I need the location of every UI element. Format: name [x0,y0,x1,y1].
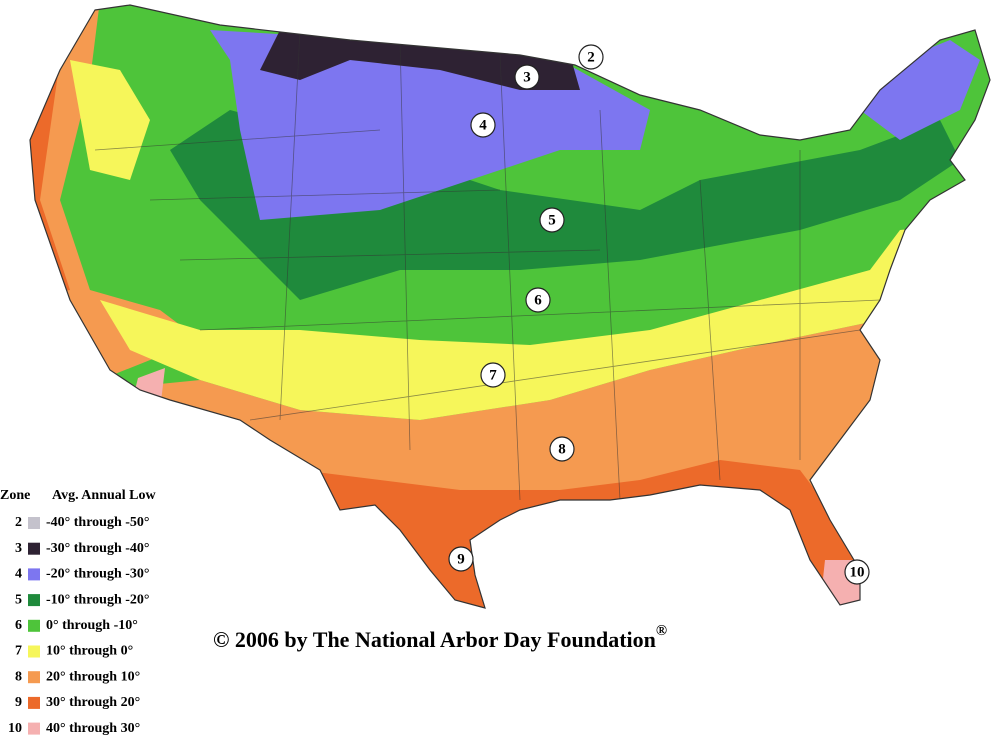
legend-range: -30° through -40° [46,541,150,556]
legend-swatch [28,568,40,581]
legend-range: 30° through 20° [46,695,140,710]
legend-zone: 5 [15,592,22,607]
legend-zone: 3 [15,541,22,556]
zone-marker [480,362,506,388]
legend-swatch [28,542,40,555]
legend: Zone Avg. Annual Low 2 -40° through -50° 3… [0,488,156,736]
legend-zone: 9 [15,695,22,710]
zone-marker [448,546,474,572]
legend-swatch [28,594,40,607]
copyright: © 2006 by The National Arbor Day Foundat… [213,623,667,652]
legend-swatch [28,645,40,658]
zone-label: 2 [587,49,595,65]
legend-header: Avg. Annual Low [52,488,156,503]
zone-marker [470,112,496,138]
legend-header: Zone [0,488,30,503]
zone-marker [844,559,870,585]
legend-range: 20° through 10° [46,669,140,684]
zone-label: 8 [558,441,566,457]
legend-zone: 7 [15,644,22,659]
state-lines [94,29,881,501]
copyright-text: © 2006 by The National Arbor Day Foundat… [213,627,656,652]
zone-4-area [860,40,980,140]
legend-zone: 10 [8,721,22,736]
legend-range: 10° through 0° [46,644,133,659]
zone-labels: 2 3 4 5 6 7 8 9 10 [448,44,870,585]
zone-marker [539,207,565,233]
zone-label: 9 [457,551,465,567]
registered-mark: ® [656,623,667,639]
legend-zone: 4 [15,567,22,582]
zone-label: 3 [523,69,531,85]
zone-7-area [100,220,990,420]
zone-label: 5 [548,212,556,228]
legend-swatch [28,671,40,684]
zone-3-area [260,30,580,90]
zone-label: 4 [479,117,487,133]
zone-7-area [70,60,150,180]
legend-range: -20° through -30° [46,567,150,582]
legend-swatch [28,696,40,709]
zone-label: 7 [489,367,497,383]
zone-marker [578,44,604,70]
legend-range: -40° through -50° [46,515,150,530]
zone-marker [514,64,540,90]
legend-zone: 6 [15,618,22,633]
legend-range: -10° through -20° [46,592,150,607]
legend-range: 0° through -10° [46,618,138,633]
zone-9-area [30,40,70,300]
zone-label: 10 [850,564,865,580]
legend-swatch [28,517,40,529]
legend-zone: 2 [15,515,22,530]
zone-label: 6 [534,292,542,308]
legend-zone: 8 [15,669,22,684]
legend-range: 40° through 30° [46,721,140,736]
legend-swatch [28,722,40,735]
legend-swatch [28,619,40,632]
zone-marker [525,287,551,313]
zone-marker [549,436,575,462]
